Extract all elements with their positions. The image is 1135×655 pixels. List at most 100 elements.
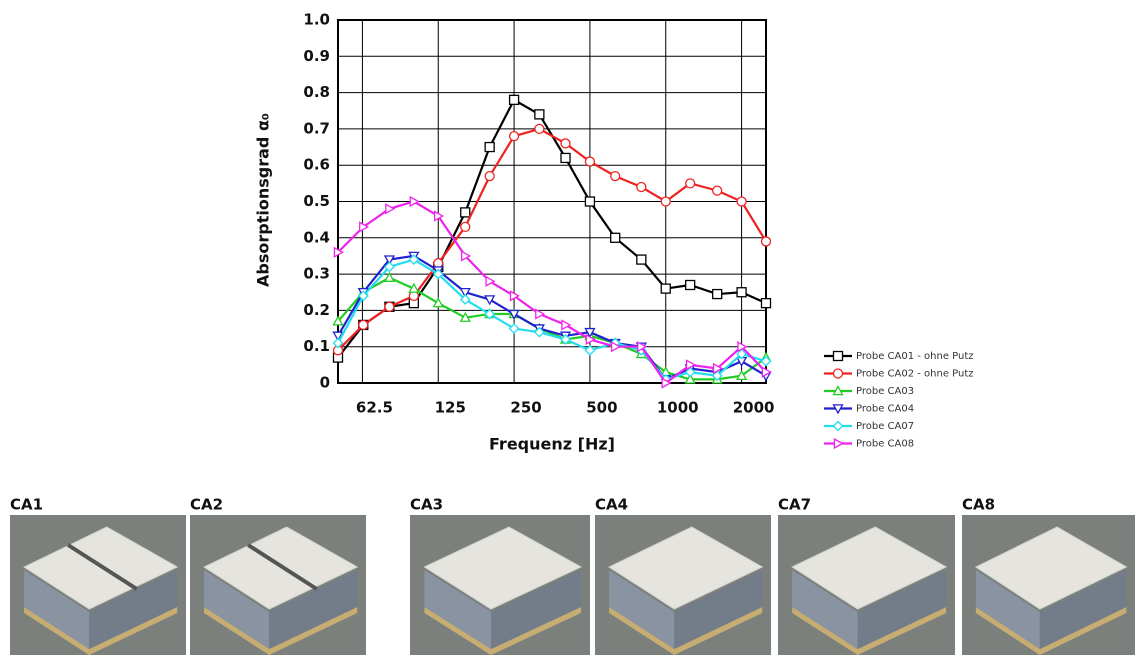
legend-label: Probe CA07 (856, 421, 914, 432)
block-base (609, 607, 763, 655)
y-tick-label: 0.4 (303, 228, 330, 246)
photo (778, 515, 955, 655)
marker (637, 341, 648, 353)
marker (408, 282, 420, 293)
x-tick-label: 125 (435, 399, 466, 417)
block-base (24, 607, 178, 655)
marker (610, 170, 621, 182)
marker (508, 94, 520, 106)
photo-caption: CA3 (410, 496, 443, 514)
photo-caption: CA2 (190, 496, 223, 514)
block-side-left (24, 570, 90, 649)
block-top (423, 526, 583, 610)
marker (459, 294, 471, 305)
marker (560, 334, 571, 345)
marker (735, 369, 748, 380)
marker (485, 275, 496, 287)
legend-label: Probe CA08 (856, 439, 914, 450)
plot-frame (337, 19, 767, 384)
marker (459, 287, 471, 299)
marker (432, 297, 444, 308)
y-tick-label: 0.3 (303, 265, 330, 283)
marker (359, 221, 370, 233)
x-tick-label: 1000 (657, 399, 699, 417)
marker (660, 283, 671, 294)
marker (761, 366, 772, 378)
marker (484, 295, 496, 306)
marker (408, 254, 420, 265)
marker (712, 362, 724, 375)
marker (833, 437, 844, 450)
marker (736, 196, 747, 207)
marker (760, 236, 772, 247)
marker (585, 333, 596, 346)
marker (711, 370, 723, 382)
marker (561, 319, 572, 331)
x-tick-label: 500 (586, 399, 617, 417)
block-groove (67, 543, 138, 591)
photo-caption: CA1 (10, 496, 43, 514)
marker (460, 207, 471, 218)
block-groove (247, 543, 318, 591)
series-line (337, 254, 767, 381)
block-side-right (674, 570, 763, 649)
marker (333, 246, 344, 258)
marker (684, 366, 696, 378)
photo (10, 515, 186, 655)
marker (560, 138, 571, 149)
block-side-left (204, 570, 270, 649)
marker (384, 301, 395, 312)
marker (332, 331, 344, 342)
marker (685, 178, 696, 189)
marker (832, 350, 844, 362)
block-top (608, 526, 764, 610)
marker (508, 131, 520, 142)
marker (584, 156, 596, 167)
block-base (204, 607, 358, 655)
y-axis-label: Absorptionsgrad α₀ (254, 113, 273, 287)
photo-caption: CA7 (778, 496, 811, 514)
marker (508, 309, 520, 320)
legend-label: Probe CA03 (856, 386, 914, 397)
legend-label: Probe CA01 - ohne Putz (856, 351, 974, 362)
marker (760, 297, 772, 309)
marker (610, 232, 621, 243)
marker (460, 221, 471, 233)
marker (484, 141, 495, 153)
y-tick-label: 1.0 (303, 11, 330, 29)
marker (357, 290, 369, 302)
marker (712, 288, 723, 300)
marker (383, 255, 396, 266)
block-side-right (269, 570, 358, 649)
y-tick-label: 0.1 (303, 337, 330, 355)
y-tick-label: 0.5 (303, 192, 330, 210)
marker (636, 181, 647, 193)
block-base (975, 607, 1127, 655)
marker (712, 185, 723, 196)
marker (832, 420, 844, 432)
marker (509, 290, 520, 302)
photo (190, 515, 366, 655)
marker (584, 196, 596, 207)
series-line (337, 127, 767, 352)
block-top (974, 526, 1128, 610)
block-side-left (792, 570, 858, 649)
marker (584, 344, 596, 356)
marker (832, 404, 844, 415)
legend-label: Probe CA04 (856, 404, 914, 415)
marker (409, 195, 420, 208)
y-tick-label: 0.6 (303, 156, 330, 174)
series-line (337, 276, 767, 381)
marker (385, 203, 396, 215)
marker (484, 308, 496, 320)
marker (535, 308, 546, 320)
x-tick-label: 62.5 (356, 399, 393, 417)
marker (484, 170, 495, 182)
block-side-left (424, 570, 491, 649)
block-side-left (975, 570, 1040, 649)
x-tick-label: 250 (510, 399, 541, 417)
y-tick-label: 0.8 (303, 83, 330, 101)
y-tick-label: 0.2 (303, 301, 330, 319)
marker (584, 327, 596, 339)
